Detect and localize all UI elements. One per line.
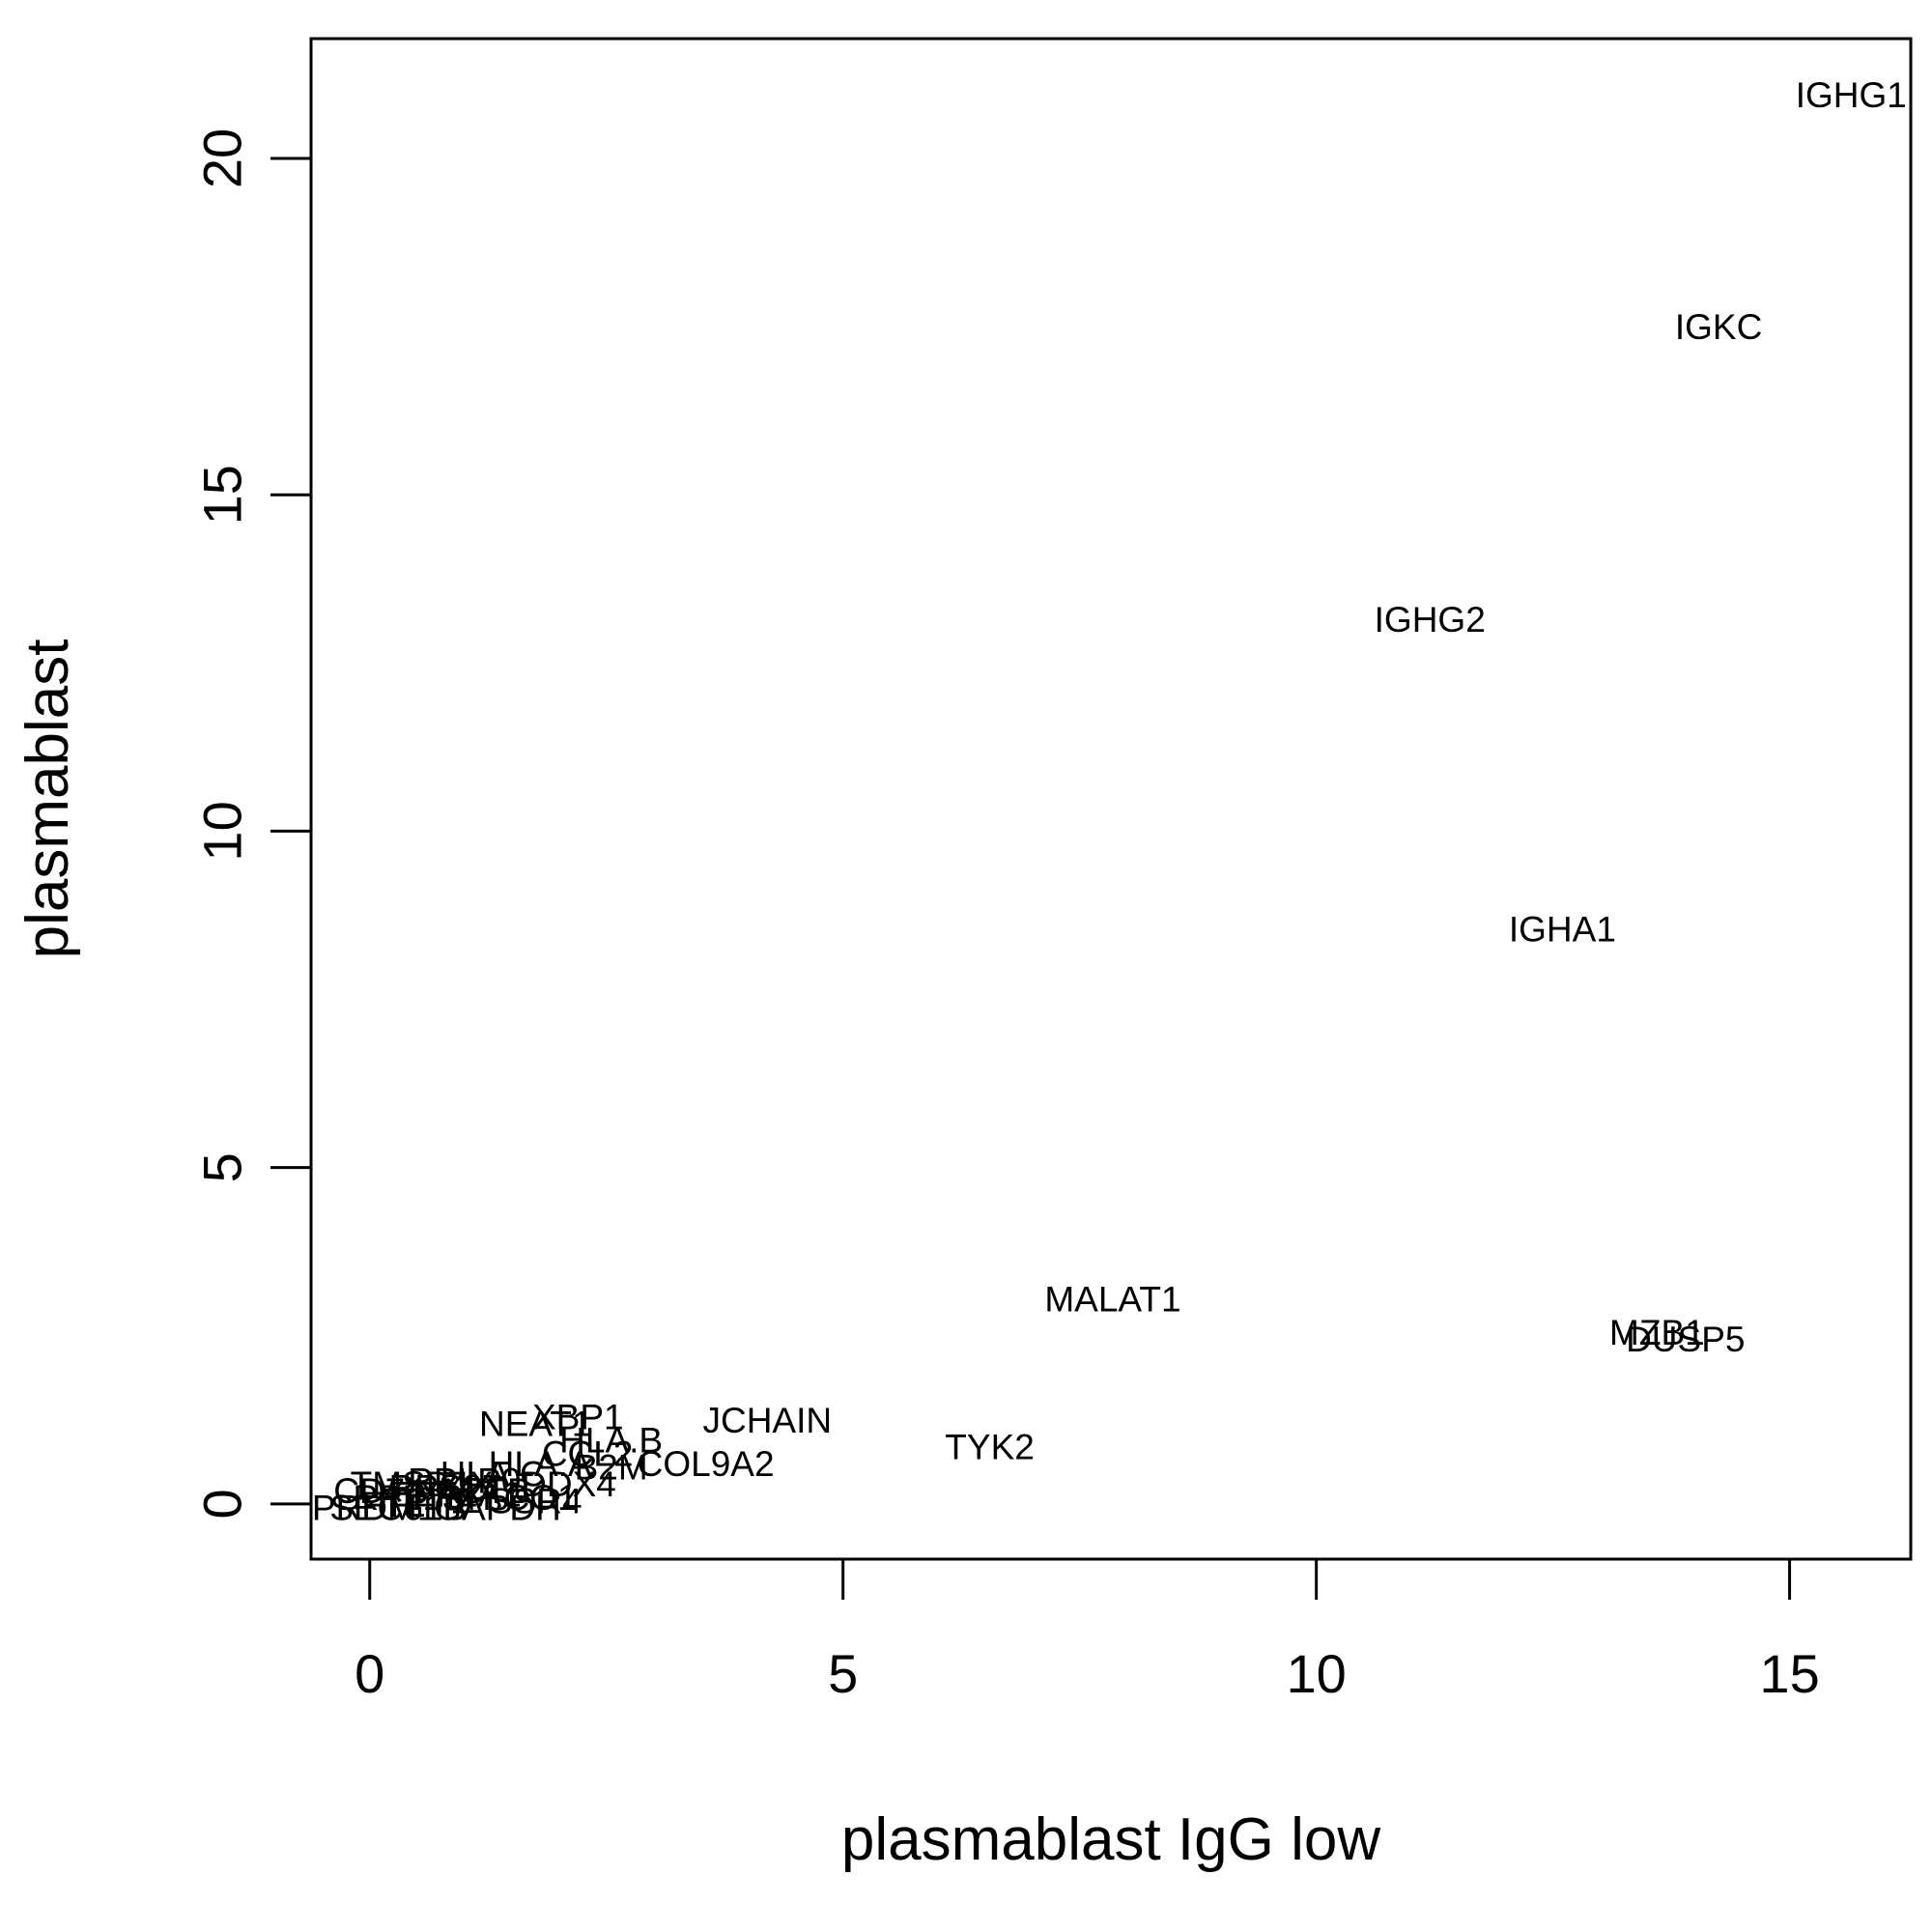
point-label: NEAT1 xyxy=(479,1404,592,1443)
x-axis-title: plasmablast IgG low xyxy=(841,1806,1380,1873)
point-label: PRDM1 xyxy=(312,1488,438,1527)
x-tick-label: 15 xyxy=(1759,1643,1819,1704)
point-label: IGKC xyxy=(1675,307,1762,347)
point-label: TPT1 xyxy=(383,1481,469,1520)
point-label: COL9A2 xyxy=(638,1444,775,1484)
point-label: CCL2 xyxy=(542,1435,634,1474)
point-label: MZB1 xyxy=(1609,1313,1705,1352)
x-tick-label: 5 xyxy=(828,1643,858,1704)
point-label: SEC61B xyxy=(329,1488,467,1527)
point-label: ACTB xyxy=(436,1471,531,1511)
x-tick-label: 0 xyxy=(355,1643,384,1704)
point-label: RPS27 xyxy=(389,1467,502,1507)
y-tick-label: 20 xyxy=(192,128,253,188)
point-label: TYK2 xyxy=(945,1428,1035,1467)
y-tick-label: 15 xyxy=(192,465,253,525)
point-label: RPL13 xyxy=(353,1478,462,1518)
point-label: HLA.A xyxy=(489,1444,592,1484)
point-label: CD74 xyxy=(333,1471,425,1511)
point-label: SSR4 xyxy=(489,1481,582,1520)
point-label: B2M xyxy=(575,1448,648,1488)
x-tick-label: 10 xyxy=(1286,1643,1346,1704)
point-label: DDX4 xyxy=(521,1464,616,1504)
point-label: IGHG2 xyxy=(1375,600,1486,639)
point-label: MALAT1 xyxy=(1044,1279,1180,1319)
point-label: XBP1 xyxy=(532,1397,624,1436)
y-tick-label: 5 xyxy=(192,1152,253,1182)
point-label: FTL xyxy=(361,1485,425,1524)
point-label: IGHA1 xyxy=(1509,909,1616,949)
point-label: HLA.B xyxy=(559,1421,663,1461)
point-label: IGHG1 xyxy=(1796,75,1907,115)
point-label: EEF1A1 xyxy=(388,1474,522,1514)
point-label: RPLP0 xyxy=(408,1461,521,1500)
point-label: GAPDH xyxy=(434,1488,561,1527)
y-axis: 0 5 10 15 20 xyxy=(192,128,313,1519)
point-label: JCHAIN xyxy=(702,1401,832,1440)
point-label: MT.CO1 xyxy=(446,1478,578,1518)
y-tick-label: 0 xyxy=(192,1489,253,1519)
x-axis: 0 5 10 15 xyxy=(355,1557,1820,1704)
point-label: HLA.C xyxy=(440,1454,546,1493)
y-tick-label: 10 xyxy=(192,801,253,861)
point-label: DUSP5 xyxy=(1626,1320,1745,1359)
y-axis-title: plasmablast xyxy=(14,639,81,959)
point-label: TMSB4X xyxy=(351,1464,494,1504)
